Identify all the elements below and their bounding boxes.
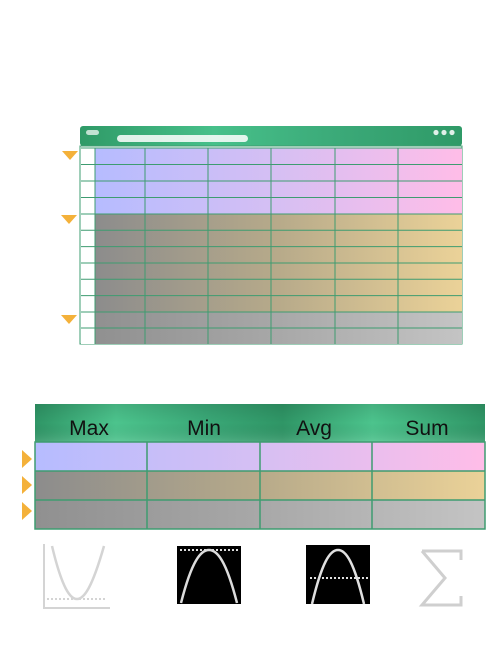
parabola-average-icon [306, 545, 370, 605]
group-c-marker [61, 315, 77, 324]
window-address-bar[interactable] [117, 135, 248, 142]
window-control-dot[interactable] [449, 129, 455, 136]
row-header-column [81, 148, 95, 344]
summary-row-c-marker [22, 502, 32, 520]
window-menu-button[interactable] [86, 130, 99, 135]
parabola-max-icon [177, 546, 241, 604]
summary-header-max: Max [69, 417, 109, 440]
summary-header-min: Min [187, 417, 221, 440]
group-a-marker [62, 151, 78, 160]
window-control-dot[interactable] [441, 129, 447, 136]
summary-header-avg: Avg [296, 417, 332, 440]
summary-row-b-marker [22, 476, 32, 494]
group-b-marker [61, 215, 77, 224]
summary-table: Max Min Avg Sum [34, 404, 486, 530]
group-markers [61, 151, 78, 324]
grid-lines [81, 147, 462, 344]
summary-row-a-marker [22, 450, 32, 468]
summary-grid-lines [34, 441, 486, 530]
summary-row-markers [22, 450, 32, 520]
sigma-sum-icon [418, 549, 463, 607]
summary-header-sum: Sum [405, 417, 448, 440]
parabola-min-icon [43, 544, 110, 609]
window-control-dot[interactable] [433, 129, 439, 136]
spreadsheet-window [79, 126, 463, 345]
